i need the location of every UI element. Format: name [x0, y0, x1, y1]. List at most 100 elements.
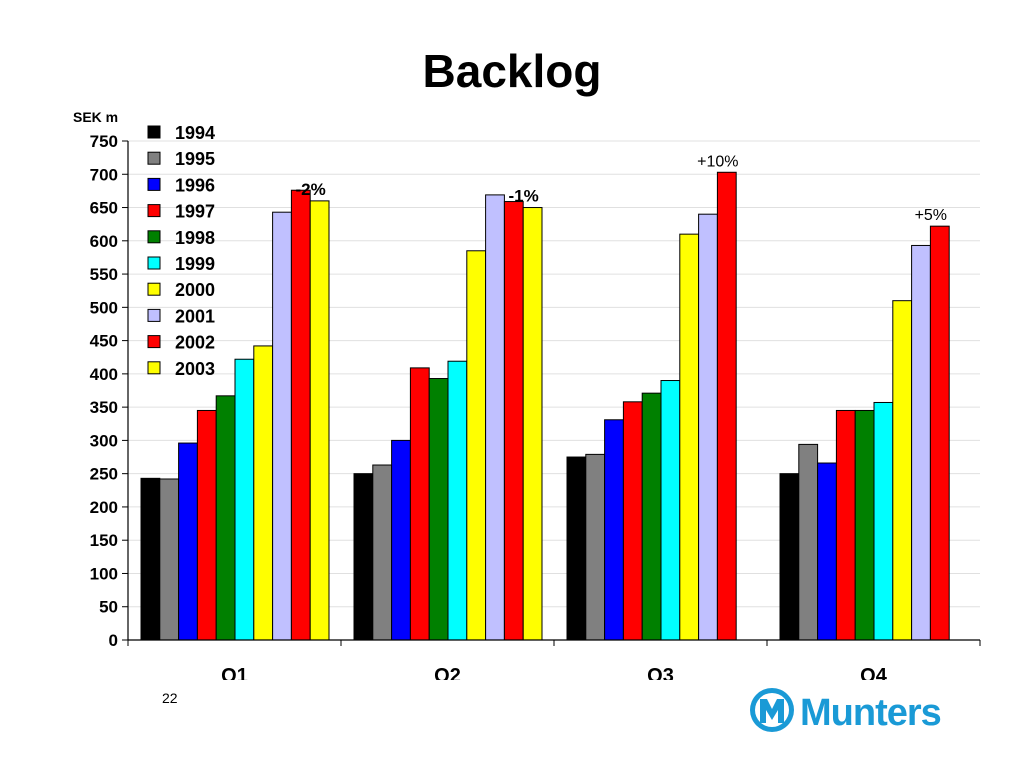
bar-1996-Q1: [178, 442, 198, 641]
y-tick-label: 350: [90, 398, 118, 417]
legend-swatch: [147, 230, 161, 244]
bar-2001-Q2: [485, 194, 505, 641]
bar-1997-Q3: [622, 401, 643, 641]
legend-item-2002: 2002: [147, 333, 215, 353]
bars: [140, 171, 950, 641]
legend-label: 1995: [175, 149, 215, 169]
legend-item-1998: 1998: [147, 228, 215, 248]
legend-swatch: [147, 361, 161, 375]
bar-1997-Q2: [409, 367, 430, 641]
bar-2003-Q2: [522, 207, 543, 641]
y-tick-label: 100: [90, 564, 118, 583]
annotation-Q2: -1%: [508, 187, 538, 206]
x-tick-label-Q2: Q2: [434, 665, 461, 680]
bar-1994-Q1: [140, 477, 161, 641]
bar-1997-Q1: [196, 409, 217, 641]
bar-1998-Q4: [854, 409, 875, 641]
y-axis-label: SEK m: [73, 109, 118, 125]
munters-m-icon: [750, 688, 794, 732]
x-tick-label-Q4: Q4: [860, 665, 888, 680]
bar-1999-Q3: [660, 380, 681, 641]
legend-label: 1999: [175, 254, 215, 274]
bar-2003-Q1: [309, 200, 330, 641]
legend-swatch: [147, 282, 161, 296]
bar-2001-Q4: [911, 244, 931, 641]
annotations: -2% -1% +10% +5%: [295, 153, 947, 224]
bar-2000-Q1: [253, 345, 274, 641]
annotation-Q4: +5%: [915, 207, 947, 224]
bar-1996-Q3: [604, 419, 624, 641]
y-tick-label: 650: [90, 199, 118, 218]
legend-item-1995: 1995: [147, 149, 215, 169]
legend-label: 2001: [175, 306, 215, 326]
bar-1997-Q4: [835, 409, 856, 641]
bar-2000-Q4: [892, 300, 913, 641]
bar-2001-Q3: [698, 213, 718, 641]
y-tick-label: 750: [90, 132, 118, 151]
y-tick-label: 250: [90, 465, 118, 484]
legend-label: 2000: [175, 280, 215, 300]
x-tick-label-Q1: Q1: [221, 665, 248, 680]
page-number: 22: [162, 690, 178, 706]
bar-chart: 0 50 100 150 200 250 300 350 400 450 500 550 600 650 7…: [73, 109, 981, 680]
bar-2000-Q3: [679, 233, 700, 641]
legend-label: 1997: [175, 202, 215, 222]
y-tick-label: 550: [90, 265, 118, 284]
y-tick-label: 0: [109, 631, 118, 650]
x-tick-labels: Q1 Q2 Q3 Q4: [221, 665, 888, 680]
bar-2001-Q1: [272, 211, 292, 641]
bar-1996-Q4: [817, 462, 837, 641]
bar-1999-Q4: [873, 401, 894, 641]
bar-1995-Q3: [585, 453, 606, 641]
bar-1998-Q1: [215, 395, 236, 641]
y-tick-label: 150: [90, 531, 118, 550]
legend-label: 2002: [175, 333, 215, 353]
bar-2002-Q2: [503, 201, 524, 641]
bar-1999-Q1: [234, 358, 255, 641]
bar-1996-Q2: [391, 439, 411, 641]
legend-item-2001: 2001: [147, 306, 215, 326]
legend-swatch: [147, 256, 161, 270]
bar-2000-Q2: [466, 250, 487, 641]
legend-label: 1996: [175, 175, 215, 195]
y-tick-label: 50: [99, 598, 118, 617]
legend-item-1996: 1996: [147, 175, 215, 195]
legend-item-2003: 2003: [147, 359, 215, 379]
annotation-Q1: -2%: [295, 180, 325, 199]
legend-swatch: [147, 177, 161, 191]
bar-1995-Q4: [798, 443, 819, 641]
bar-1995-Q2: [372, 464, 393, 641]
bar-1995-Q1: [159, 478, 180, 641]
bar-2002-Q3: [716, 171, 737, 641]
bar-1998-Q3: [641, 392, 662, 641]
bar-1994-Q3: [566, 456, 587, 641]
bar-2002-Q4: [929, 225, 950, 641]
legend-item-1994: 1994: [147, 123, 215, 143]
y-tick-label: 400: [90, 365, 118, 384]
bar-1994-Q4: [779, 473, 800, 641]
legend-swatch: [147, 125, 161, 139]
legend-swatch: [147, 335, 161, 349]
bar-1998-Q2: [428, 378, 449, 641]
legend-swatch: [147, 308, 161, 322]
annotation-Q3: +10%: [697, 153, 738, 170]
y-tick-label: 700: [90, 165, 118, 184]
bar-1994-Q2: [353, 473, 374, 641]
y-tick-label: 500: [90, 298, 118, 317]
legend-label: 2003: [175, 359, 215, 379]
bar-2002-Q1: [290, 189, 311, 641]
y-tick-label: 600: [90, 232, 118, 251]
legend-item-2000: 2000: [147, 280, 215, 300]
y-tick-label: 300: [90, 431, 118, 450]
chart-title: Backlog: [422, 45, 602, 97]
legend-label: 1994: [175, 123, 215, 143]
y-tick-label: 200: [90, 498, 118, 517]
y-tick-labels: 0 50 100 150 200 250 300 350 400 450 500 550 600 650 7…: [90, 132, 118, 650]
legend-item-1997: 1997: [147, 202, 215, 222]
legend-item-1999: 1999: [147, 254, 215, 274]
axes: [122, 140, 981, 646]
x-tick-label-Q3: Q3: [647, 665, 674, 680]
legend: 1994 1995 1996 1997 1998 1999 2000 2001 2002 2003: [147, 123, 215, 379]
munters-logo: Munters: [750, 688, 942, 734]
legend-label: 1998: [175, 228, 215, 248]
